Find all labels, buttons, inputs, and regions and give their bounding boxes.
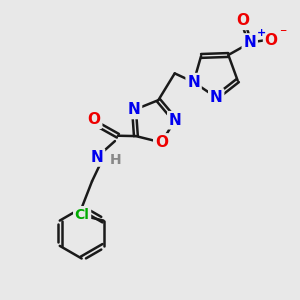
Text: O: O	[88, 112, 100, 127]
Text: O: O	[265, 33, 278, 48]
Text: +: +	[257, 28, 266, 38]
Text: N: N	[187, 75, 200, 90]
Text: O: O	[237, 13, 250, 28]
Text: ⁻: ⁻	[280, 26, 287, 40]
Text: O: O	[155, 135, 168, 150]
Text: N: N	[169, 113, 182, 128]
Text: H: H	[110, 152, 122, 167]
Text: N: N	[210, 90, 223, 105]
Text: N: N	[128, 103, 140, 118]
Text: N: N	[243, 35, 256, 50]
Text: N: N	[91, 150, 103, 165]
Text: Cl: Cl	[75, 208, 90, 222]
